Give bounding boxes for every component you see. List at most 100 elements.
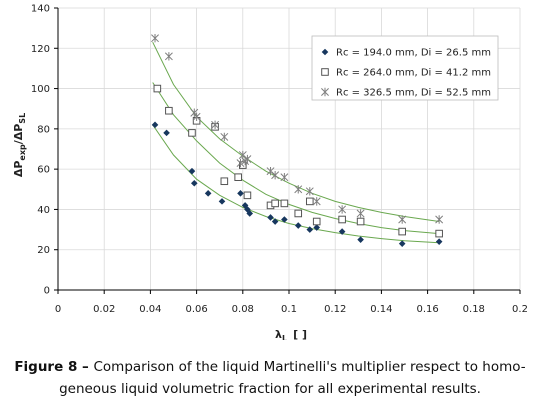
data-point-series-2 [153,84,162,93]
x-tick-label: 0 [55,304,61,315]
caption-line-1: Figure 8 – Comparison of the liquid Mart… [0,356,540,378]
data-point-series-3 [271,170,280,180]
legend-marker-1 [321,48,329,56]
x-axis-title-unit: [ ] [293,328,307,340]
data-point-series-3 [266,166,275,176]
data-point-series-2 [243,191,252,200]
y-axis-title-part-3: /ΔP [12,124,25,145]
data-points [151,34,444,247]
grid-lines [57,7,521,291]
data-point-series-2 [356,217,365,226]
data-point-series-1 [190,179,198,187]
trend-line-series-2 [152,82,440,235]
x-tick-label: 0.18 [463,304,485,315]
data-point-series-3 [243,154,252,164]
data-point-series-1 [244,206,251,213]
data-point-series-1 [163,129,170,137]
x-tick-label: 0.08 [232,304,254,315]
data-point-series-1 [271,218,279,225]
data-point-series-2 [220,177,229,186]
data-point-series-3 [236,158,245,168]
data-point-series-3 [356,209,365,218]
caption-text-2: geneous liquid volumetric fraction for a… [59,381,481,397]
y-tick-label: 100 [31,84,50,95]
data-point-series-1 [306,226,314,233]
chart: 0 20 40 60 80 100 120 140 0 0.02 0.04 0.06 0.08 0.1 0.… [12,4,528,341]
data-point-series-3 [305,187,314,196]
legend-marker-2 [321,68,329,76]
y-tick-label: 120 [31,44,50,55]
legend-label-1: Rc = 194.0 mm, Di = 26.5 mm [336,48,491,59]
data-point-series-2 [338,215,346,224]
data-point-series-2 [435,229,443,238]
x-axis-title-sub: L [282,334,287,340]
y-tick-label: 140 [31,4,50,15]
legend-items: Rc = 194.0 mm, Di = 26.5 mm Rc = 264.0 mm… [321,48,491,99]
data-point-series-2 [188,129,196,137]
y-axis-title: ΔPexp/ΔPSL [12,113,27,177]
y-tick-label: 60 [37,165,50,176]
legend-marker-3 [321,87,329,97]
data-point-series-3 [164,52,173,61]
data-point-series-3 [211,120,220,130]
data-point-series-1 [246,210,254,217]
x-tick-label: 0.02 [93,304,115,315]
data-point-series-1 [151,121,159,129]
data-point-series-3 [435,215,444,224]
data-point-series-1 [237,190,244,197]
data-point-series-1 [241,202,249,209]
legend: Rc = 194.0 mm, Di = 26.5 mm Rc = 264.0 mm… [311,35,499,101]
data-point-series-2 [294,209,303,218]
x-axis-title: λL [ ] [275,328,307,340]
figure-label: Figure 8 – [14,359,94,375]
axes [54,7,521,294]
data-point-series-2 [165,106,173,115]
data-point-series-3 [220,132,229,142]
x-tick-label: 0.04 [139,304,161,315]
data-point-series-2 [398,227,406,236]
data-point-series-3 [398,215,407,224]
tick-labels: 0 20 40 60 80 100 120 140 0 0.02 0.04 0.06 0.08 0.1 0.… [31,4,528,316]
x-tick-label: 0.06 [185,304,207,315]
data-point-series-3 [312,197,321,206]
y-tick-label: 80 [37,124,50,135]
data-point-series-3 [294,185,303,194]
data-point-series-2 [234,173,242,181]
legend-label-2: Rc = 264.0 mm, Di = 41.2 mm [336,68,491,79]
trend-line-series-1 [152,124,440,244]
data-point-series-2 [312,217,321,226]
x-tick-label: 0.1 [281,304,297,315]
y-tick-label: 40 [37,205,50,216]
y-tick-label: 20 [37,245,50,256]
y-axis-title-part-2: exp [18,144,27,161]
data-point-series-3 [280,173,289,182]
data-point-series-1 [294,222,302,229]
x-axis-title-main: λ [275,328,282,340]
data-point-series-1 [398,240,406,247]
data-point-series-1 [188,167,196,175]
data-point-series-3 [151,34,159,43]
legend-box [311,35,499,101]
data-point-series-1 [204,190,212,197]
data-point-series-1 [281,216,288,223]
data-point-series-1 [267,214,274,221]
data-point-series-2 [271,199,279,208]
data-point-series-3 [338,205,347,214]
y-axis-title-part-4: SL [18,113,27,124]
data-point-series-1 [313,224,321,231]
data-point-series-3 [192,112,201,121]
legend-label-3: Rc = 326.5 mm, Di = 52.5 mm [336,88,491,99]
y-axis-title-part-1: ΔP [12,161,25,178]
data-point-series-1 [357,236,364,243]
data-point-series-1 [338,228,346,235]
data-point-series-2 [305,197,314,206]
caption-text-1: Comparison of the liquid Martinelli's mu… [93,359,526,375]
x-tick-label: 0.12 [324,304,346,315]
figure-caption: Figure 8 – Comparison of the liquid Mart… [0,356,540,400]
data-point-series-1 [218,198,226,205]
x-tick-label: 0.2 [512,304,528,315]
data-point-series-2 [280,199,289,208]
x-tick-label: 0.16 [416,304,438,315]
y-tick-label: 0 [44,286,50,297]
caption-line-2: geneous liquid volumetric fraction for a… [0,378,540,400]
